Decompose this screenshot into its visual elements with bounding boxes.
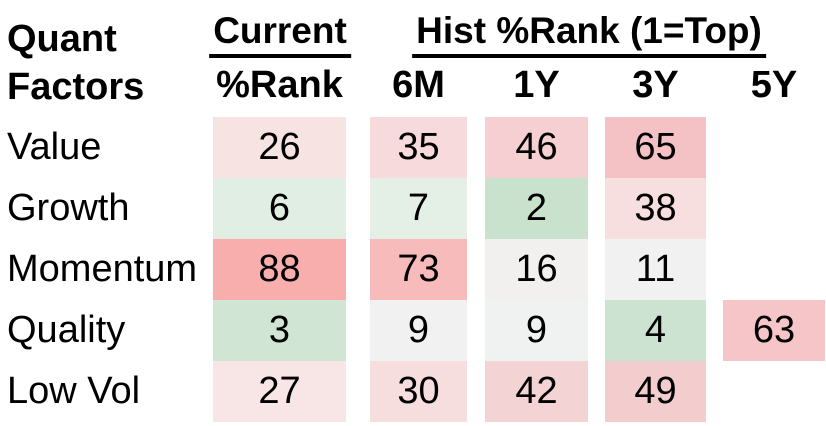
heatmap-cell: 73 [370,239,467,300]
heatmap-cell: 3 [213,300,346,361]
heatmap-cell: 42 [485,361,588,422]
heatmap-cell: 7 [370,178,467,239]
column-header-3y: 3Y [632,64,679,106]
heatmap-cell: 16 [485,239,588,300]
column-group-hist: Hist %Rank (1=Top) [412,10,766,58]
row-label-value: Value [7,126,102,168]
column-header-6m: 6M [392,64,445,106]
heatmap-cell: 46 [485,117,588,178]
column-header-percent-rank: %Rank [216,64,343,106]
row-label-growth: Growth [7,187,130,229]
heatmap-cell: 9 [370,300,467,361]
row-label-momentum: Momentum [7,248,198,290]
heatmap-cell [723,117,825,178]
heatmap-cell [723,239,825,300]
heatmap-cell: 9 [485,300,588,361]
heatmap-cell [723,178,825,239]
heatmap-cell: 88 [213,239,346,300]
heatmap-cell: 35 [370,117,467,178]
heatmap-cell: 27 [213,361,346,422]
column-header-5y: 5Y [750,64,798,106]
column-group-current: Current [209,10,351,58]
heatmap-cell: 4 [605,300,706,361]
heatmap-cell: 6 [213,178,346,239]
row-label-low-vol: Low Vol [7,370,141,412]
column-header-1y: 1Y [513,64,560,106]
table-title-line1: Quant [7,18,117,60]
heatmap-cell: 11 [605,239,706,300]
heatmap-cell: 65 [605,117,706,178]
heatmap-cell: 26 [213,117,346,178]
heatmap-cell [723,361,825,422]
heatmap-cell: 30 [370,361,467,422]
heatmap-cell: 63 [723,300,825,361]
row-label-quality: Quality [7,309,126,351]
heatmap-cell: 38 [605,178,706,239]
heatmap-cell: 49 [605,361,706,422]
table-title-line2: Factors [7,66,145,108]
heatmap-cell: 2 [485,178,588,239]
